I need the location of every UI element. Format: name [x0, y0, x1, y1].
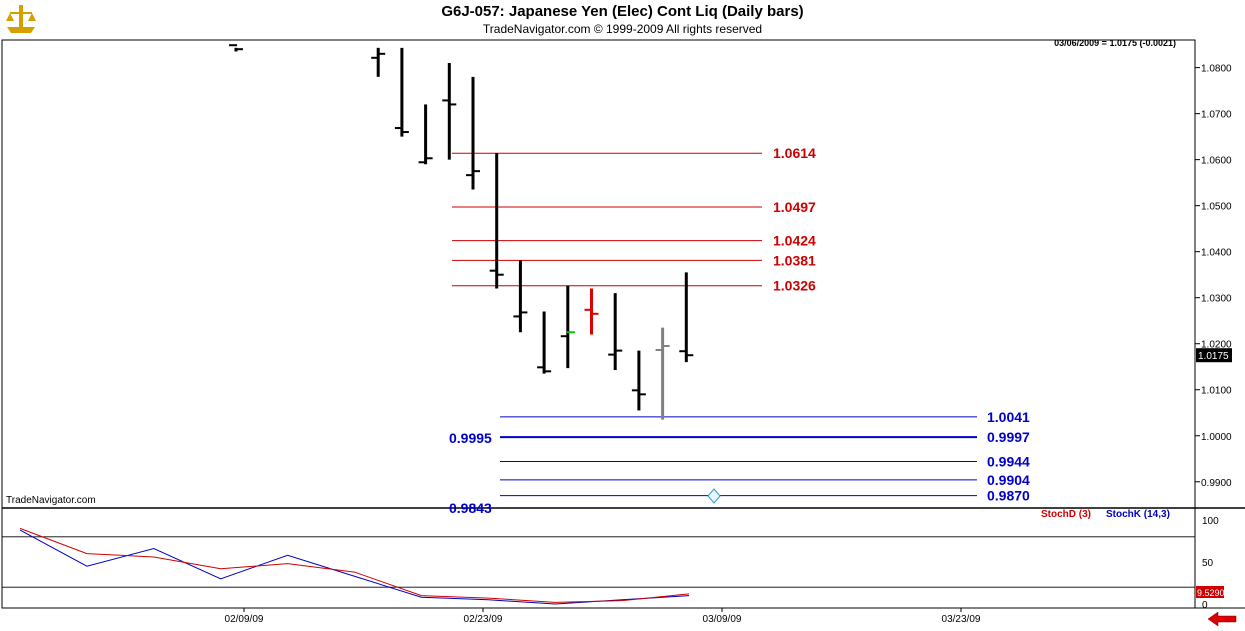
time-tick-label: 02/23/09	[464, 614, 503, 625]
chart-subtitle: TradeNavigator.com © 1999-2009 All right…	[482, 22, 763, 36]
marker-diamond-icon	[707, 488, 721, 504]
stochd-line	[19, 527, 690, 603]
stochk-line	[19, 529, 690, 605]
tradenavigator-logo	[6, 5, 36, 33]
last-price-tag	[1196, 348, 1232, 363]
time-tick-label: 03/23/09	[942, 614, 981, 625]
stoch-tick-label: 0	[1202, 600, 1208, 611]
resistance-label: 1.0614	[773, 145, 816, 161]
price-quote: 03/06/2009 = 1.0175 (-0.0021)	[1054, 38, 1176, 48]
stoch-value-tag	[1196, 586, 1224, 598]
resistance-label: 1.0381	[773, 252, 816, 268]
support-label: 0.9870	[987, 488, 1030, 504]
chart-title: G6J-057: Japanese Yen (Elec) Cont Liq (D…	[441, 3, 804, 20]
support-label: 0.9997	[987, 429, 1030, 445]
price-tick-label: 1.0800	[1201, 64, 1232, 75]
support-label: 1.0041	[987, 409, 1030, 425]
price-tick-label: 1.0300	[1201, 294, 1232, 305]
price-tick-label: 1.0000	[1201, 432, 1232, 443]
support-label: 0.9904	[987, 472, 1030, 488]
stochd-legend: StochD (3)	[1041, 509, 1091, 520]
stoch-tick-label: 100	[1202, 516, 1219, 527]
price-tick-label: 1.0700	[1201, 110, 1232, 121]
support-left-label: 0.9843	[449, 500, 492, 516]
watermark: TradeNavigator.com	[6, 495, 96, 506]
price-tick-label: 0.9900	[1201, 478, 1232, 489]
last-price-label: 1.0175	[1198, 351, 1229, 362]
stoch-panel-frame	[1, 507, 1196, 609]
resistance-label: 1.0424	[773, 233, 816, 249]
price-tick-label: 1.0400	[1201, 248, 1232, 259]
chart-header	[0, 0, 1245, 40]
scroll-left-arrow-icon[interactable]	[1207, 611, 1237, 627]
stochk-legend: StochK (14,3)	[1106, 509, 1170, 520]
resistance-label: 1.0497	[773, 199, 816, 215]
support-label: 0.9944	[987, 454, 1030, 470]
stoch-tick-label: 50	[1202, 558, 1214, 569]
price-tick-label: 1.0100	[1201, 386, 1232, 397]
time-tick-label: 02/09/09	[225, 614, 264, 625]
price-tick-label: 1.0500	[1201, 202, 1232, 213]
price-tick-label: 1.0200	[1201, 340, 1232, 351]
time-tick-label: 03/09/09	[703, 614, 742, 625]
stoch-value-label: 9.5290	[1197, 588, 1225, 598]
support-left-label: 0.9995	[449, 430, 492, 446]
resistance-label: 1.0326	[773, 278, 816, 294]
price-tick-label: 1.0600	[1201, 156, 1232, 167]
